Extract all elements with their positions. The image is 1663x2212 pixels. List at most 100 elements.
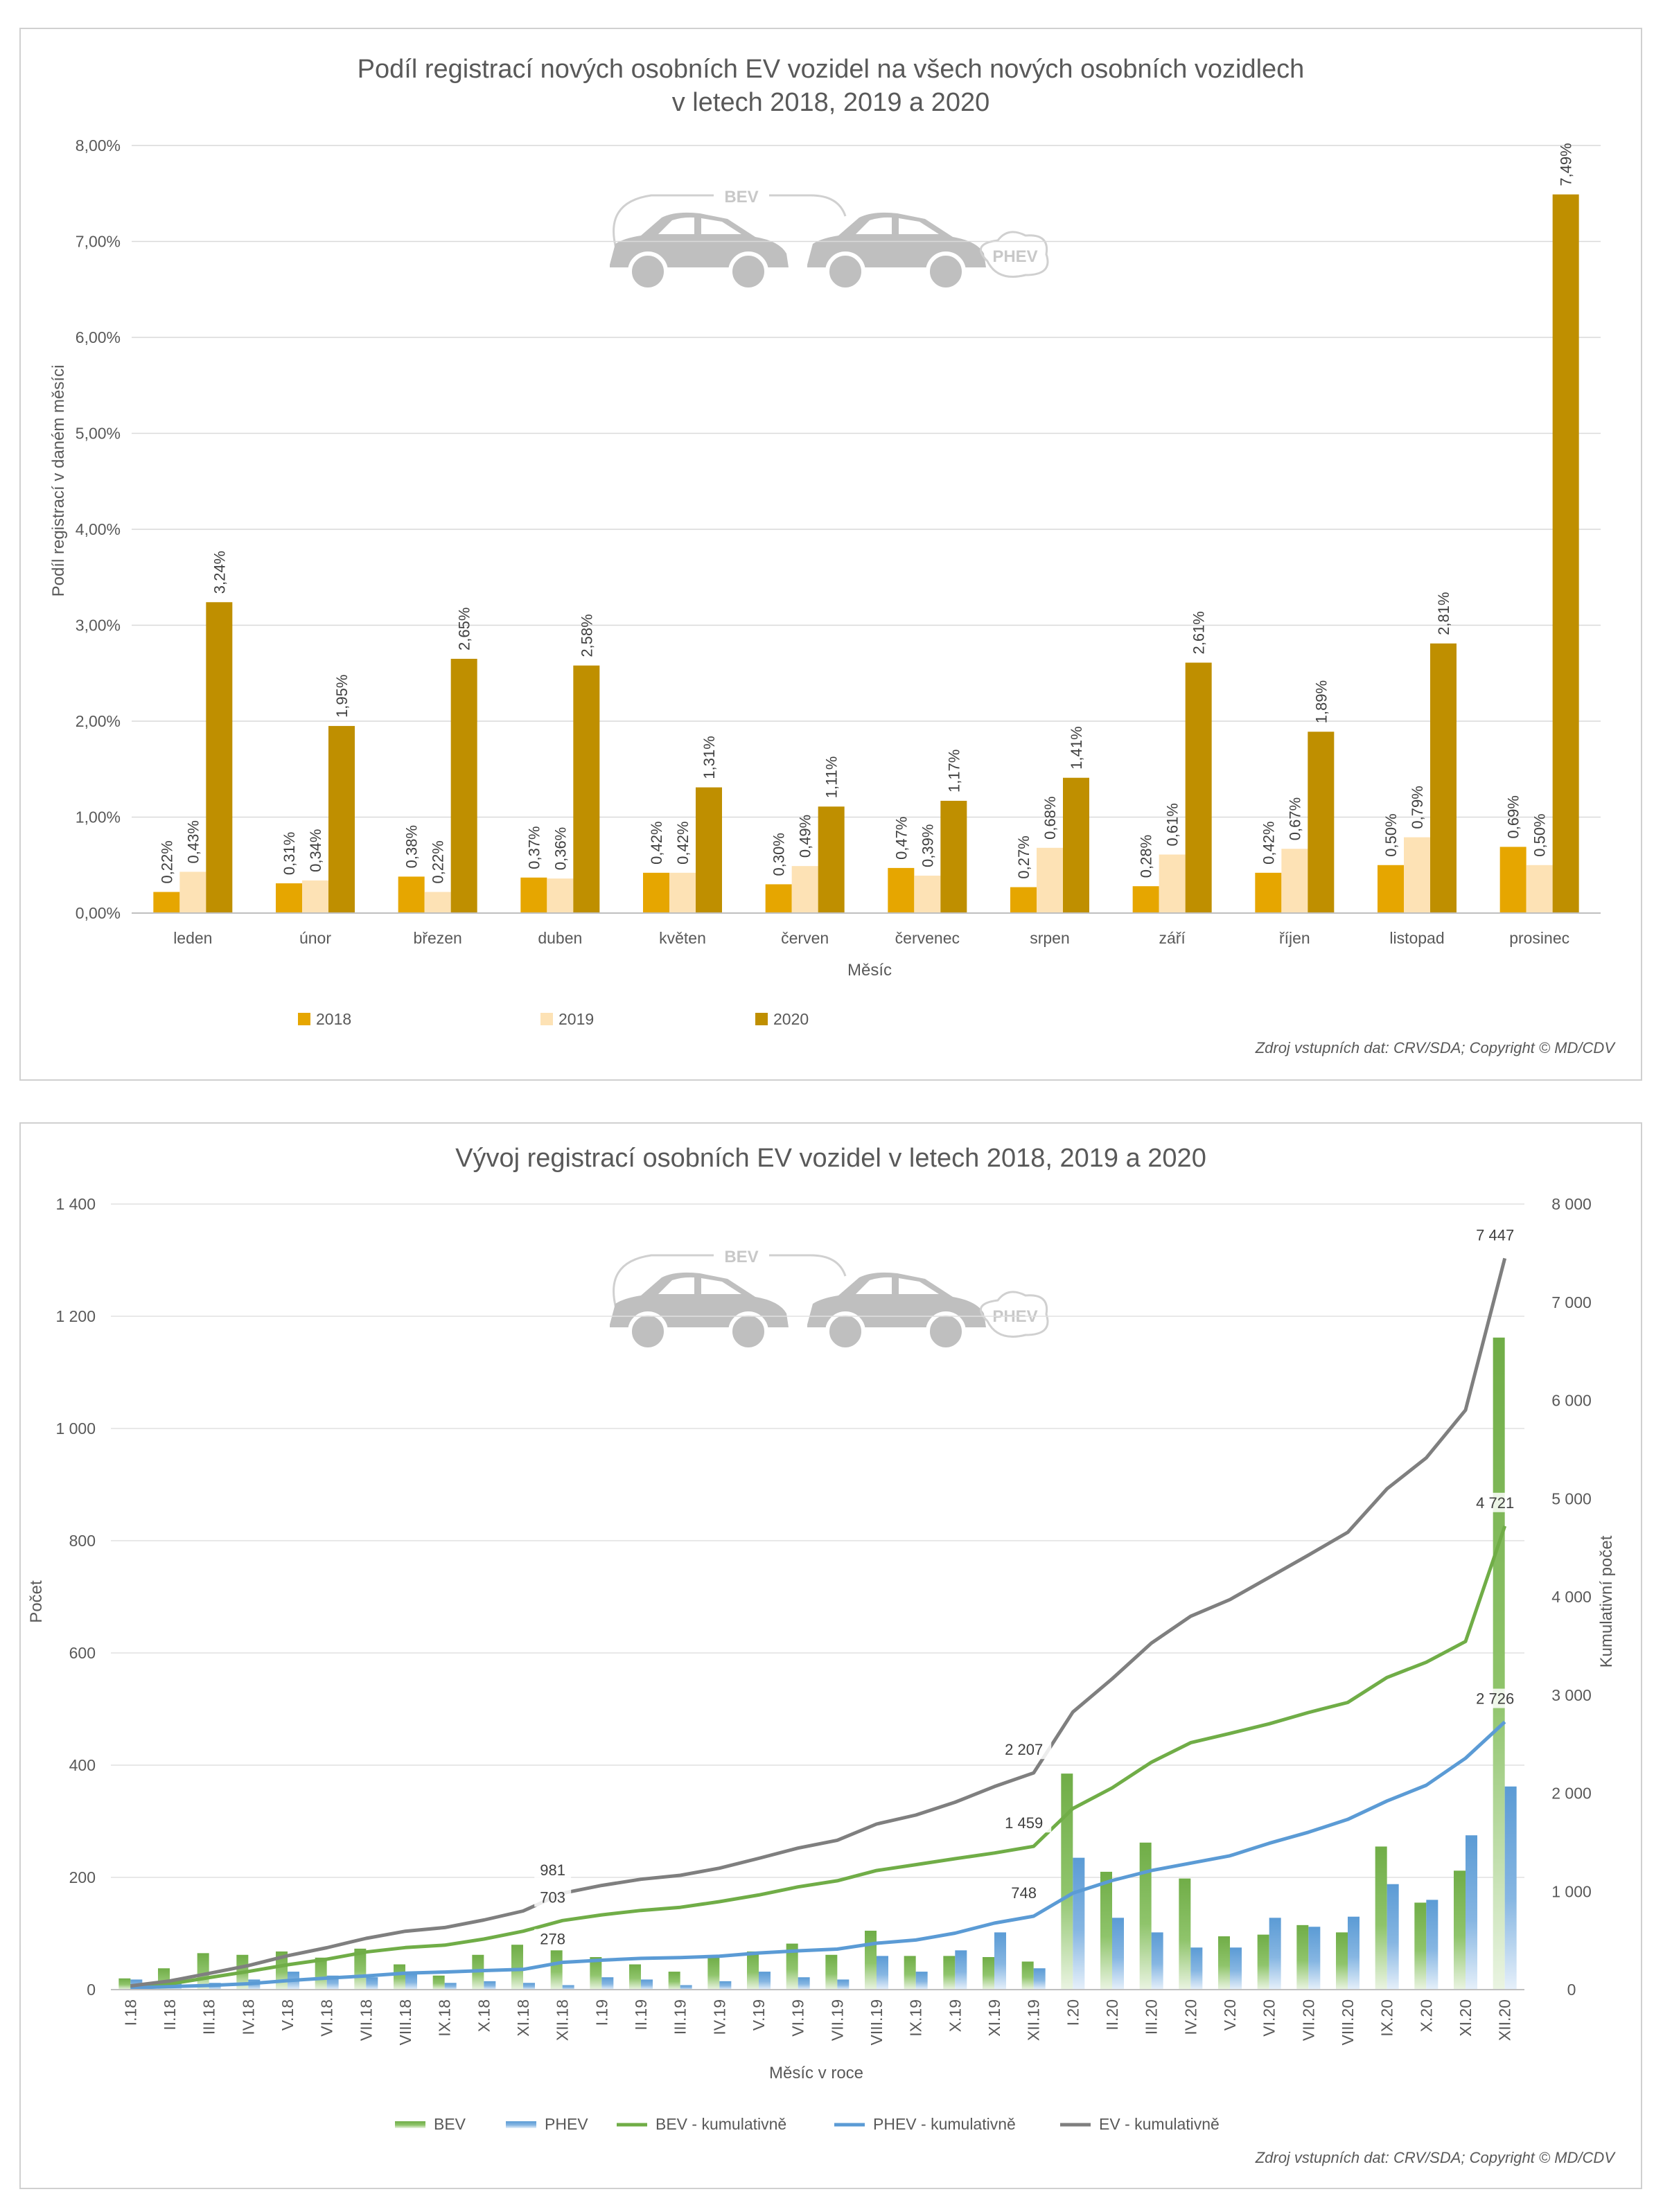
legend-label: EV - kumulativně	[1099, 2115, 1220, 2133]
bar-PHEV	[1190, 1947, 1203, 1990]
bar-PHEV	[601, 1977, 614, 1990]
ev-cars-icon: BEV PHEV	[610, 188, 1049, 292]
bar-PHEV	[1269, 1918, 1281, 1990]
bar-data-label: 0,47%	[892, 817, 910, 860]
bar-BEV	[590, 1957, 602, 1990]
bar-data-label: 0,22%	[158, 840, 175, 883]
bar-PHEV	[1112, 1918, 1124, 1990]
bev-icon-label: BEV	[724, 188, 758, 206]
annotation-bg	[534, 1929, 572, 1949]
legend-swatch-BEV	[395, 2121, 425, 2128]
bar-PHEV	[759, 1972, 771, 1990]
x-tick-label: I.18	[121, 1999, 139, 2026]
bar-2019	[547, 878, 574, 913]
x-tick-label: I.20	[1064, 1999, 1082, 2026]
bar-BEV	[983, 1957, 994, 1990]
chart1-title: Podíl registrací nových osobních EV vozi…	[358, 55, 1305, 84]
bar-BEV	[668, 1972, 680, 1990]
x-tick-label: X.20	[1417, 1999, 1435, 2032]
bar-2018	[398, 876, 425, 913]
bar-data-label: 0,36%	[552, 827, 569, 870]
bar-data-label: 0,68%	[1041, 796, 1059, 839]
x-tick-label: V.18	[279, 1999, 297, 2030]
bar-BEV	[1375, 1846, 1387, 1990]
bar-2018	[1132, 886, 1159, 913]
bar-data-label: 0,31%	[281, 832, 298, 875]
car-wheel-icon	[926, 1311, 966, 1352]
car-wheel-icon	[825, 251, 865, 292]
legend-label: PHEV	[545, 2115, 588, 2133]
bar-data-label: 0,50%	[1531, 813, 1549, 856]
bar-data-label: 2,61%	[1190, 611, 1208, 654]
bar-BEV	[1336, 1932, 1348, 1990]
x-tick-label: XII.20	[1496, 1999, 1514, 2041]
cable-icon	[613, 194, 714, 251]
bar-BEV	[394, 1964, 405, 1990]
bar-data-label: 0,42%	[648, 821, 665, 864]
bar-data-label: 1,11%	[823, 756, 841, 799]
bar-data-label: 0,30%	[771, 833, 788, 876]
x-tick-label: září	[1159, 929, 1186, 947]
bar-data-label: 1,31%	[701, 736, 718, 779]
y-tick-label: 1 000	[55, 1419, 96, 1437]
cumulative-data-label: 2 207	[1005, 1741, 1043, 1758]
y-tick-label: 1 200	[55, 1307, 96, 1325]
bev-icon-label: BEV	[724, 1248, 758, 1266]
bar-2019	[914, 875, 941, 913]
annotation-bg	[1468, 1225, 1523, 1245]
x-tick-label: X.18	[475, 1999, 493, 2032]
car-window-icon	[899, 218, 939, 234]
legend-label: BEV	[434, 2115, 466, 2133]
bar-PHEV	[1033, 1968, 1046, 1990]
x-tick-label: V.20	[1221, 1999, 1239, 2030]
bar-PHEV	[1230, 1947, 1242, 1990]
bar-BEV	[118, 1978, 131, 1990]
annotation-bg	[1468, 1688, 1523, 1708]
x-tick-label: VIII.19	[868, 1999, 886, 2045]
x-tick-label: červenec	[895, 929, 960, 947]
cumulative-data-label: 4 721	[1476, 1494, 1514, 1512]
y-tick-label: 4,00%	[76, 520, 121, 538]
y-tick-label: 7,00%	[76, 233, 121, 251]
car-wheel-icon	[728, 1311, 768, 1352]
bar-data-label: 0,22%	[430, 840, 447, 883]
x-tick-label: říjen	[1279, 929, 1310, 947]
bar-data-label: 7,49%	[1558, 143, 1575, 186]
bar-PHEV	[366, 1977, 378, 1990]
bar-data-label: 1,17%	[945, 750, 962, 793]
registrations-chart: Vývoj registrací osobních EV vozidel v l…	[27, 1144, 1616, 2166]
cloud-icon	[979, 1291, 1049, 1338]
bar-PHEV	[1504, 1786, 1517, 1990]
bar-data-label: 0,79%	[1409, 786, 1426, 829]
x-tick-label: II.19	[632, 1999, 650, 2030]
bar-BEV	[629, 1964, 641, 1990]
annotation-bg	[996, 1740, 1052, 1760]
cumulative-data-label: 278	[540, 1931, 565, 1948]
x-tick-label: VIII.20	[1339, 1999, 1357, 2045]
bar-BEV	[315, 1957, 327, 1990]
bar-BEV	[904, 1956, 916, 1990]
bar-2018	[1499, 847, 1526, 913]
x-tick-label: XI.18	[514, 1999, 532, 2037]
bar-data-label: 0,43%	[184, 820, 202, 863]
share-chart-panel: Podíl registrací nových osobních EV vozi…	[19, 28, 1642, 1081]
car-wheel-icon	[628, 251, 668, 292]
y-tick-label: 800	[69, 1532, 96, 1550]
legend-swatch-PHEV	[506, 2121, 536, 2128]
y-tick-label: 1 400	[55, 1195, 96, 1213]
car-window-icon	[856, 217, 892, 234]
y-tick-label: 5,00%	[76, 425, 121, 443]
y2-tick-label: 0	[1567, 1981, 1576, 1999]
bar-2019	[1526, 865, 1553, 913]
bar-2019	[1281, 849, 1308, 913]
chart2-legend: BEV PHEV BEV - kumulativně PHEV - kumulativ…	[395, 2115, 1220, 2133]
bar-BEV	[1218, 1936, 1230, 1990]
cumulative-data-label: 7 447	[1476, 1226, 1514, 1244]
bar-2018	[1255, 872, 1282, 913]
bar-BEV	[1454, 1870, 1466, 1990]
annotation-bg	[534, 1887, 572, 1907]
cable-icon	[769, 194, 847, 217]
x-tick-label: I.19	[592, 1999, 610, 2026]
bar-data-label: 0,28%	[1138, 835, 1155, 878]
bar-2019	[179, 871, 206, 913]
